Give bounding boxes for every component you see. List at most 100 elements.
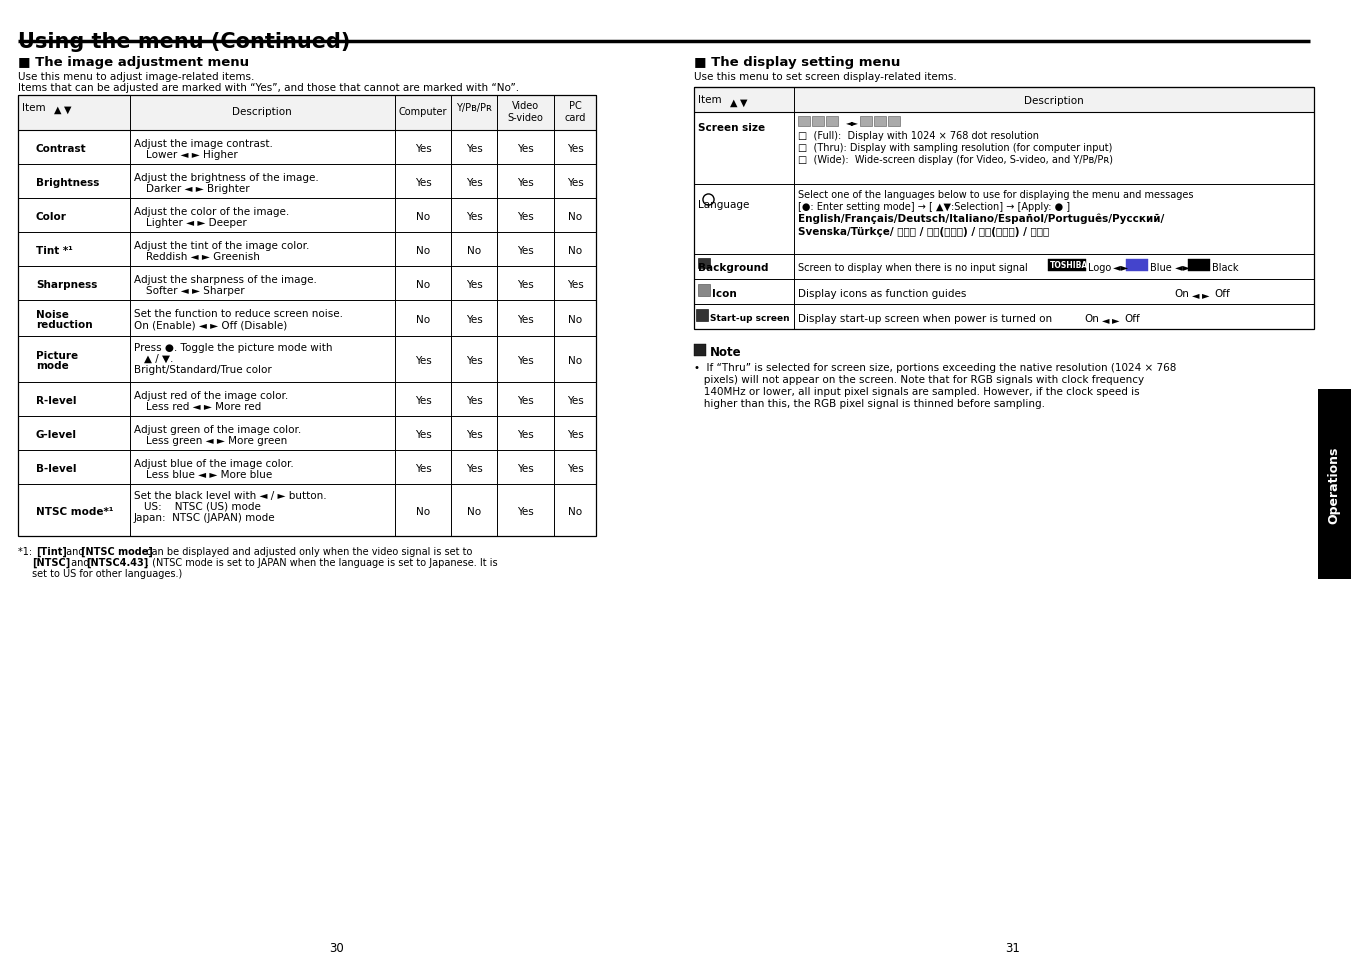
Text: Y/Pʙ/Pʀ: Y/Pʙ/Pʀ — [457, 103, 492, 112]
Bar — [1188, 260, 1210, 272]
Text: □  (Thru): Display with sampling resolution (for computer input): □ (Thru): Display with sampling resoluti… — [798, 143, 1112, 152]
Text: No: No — [567, 246, 582, 255]
Text: No: No — [567, 355, 582, 366]
Text: No: No — [567, 506, 582, 517]
Text: Yes: Yes — [566, 463, 584, 474]
Text: Description: Description — [232, 107, 292, 117]
Bar — [1048, 260, 1086, 272]
Text: Set the function to reduce screen noise.: Set the function to reduce screen noise. — [134, 309, 343, 318]
Text: [NTSC4.43]: [NTSC4.43] — [86, 558, 149, 568]
Text: Adjust green of the image color.: Adjust green of the image color. — [134, 424, 301, 435]
Text: card: card — [565, 112, 586, 123]
Text: □  (Wide):  Wide-screen display (for Video, S-video, and Y/Pʙ/Pʀ): □ (Wide): Wide-screen display (for Video… — [798, 154, 1113, 165]
Text: Yes: Yes — [466, 212, 482, 222]
Text: ■ The display setting menu: ■ The display setting menu — [694, 56, 900, 69]
Text: Yes: Yes — [466, 355, 482, 366]
Text: Yes: Yes — [516, 395, 534, 406]
Text: Logo: Logo — [1088, 263, 1112, 273]
Text: Yes: Yes — [466, 178, 482, 188]
Text: Darker ◄ ► Brighter: Darker ◄ ► Brighter — [146, 184, 250, 193]
Text: Color: Color — [36, 212, 68, 222]
Text: □  (Full):  Display with 1024 × 768 dot resolution: □ (Full): Display with 1024 × 768 dot re… — [798, 131, 1039, 141]
Text: No: No — [416, 506, 430, 517]
Text: Use this menu to set screen display-related items.: Use this menu to set screen display-rela… — [694, 71, 957, 82]
Text: Sharpness: Sharpness — [36, 280, 97, 290]
Text: ◄►: ◄► — [846, 118, 859, 127]
Text: On (Enable) ◄ ► Off (Disable): On (Enable) ◄ ► Off (Disable) — [134, 320, 288, 331]
Text: Yes: Yes — [466, 463, 482, 474]
Bar — [694, 88, 1315, 112]
Text: and: and — [63, 546, 88, 557]
Text: ►: ► — [1202, 290, 1209, 299]
Text: Yes: Yes — [466, 314, 482, 325]
Text: Adjust the brightness of the image.: Adjust the brightness of the image. — [134, 172, 319, 183]
Text: No: No — [416, 212, 430, 222]
Text: Yes: Yes — [415, 430, 431, 439]
Text: Softer ◄ ► Sharper: Softer ◄ ► Sharper — [146, 286, 245, 295]
Bar — [694, 345, 707, 356]
Text: Yes: Yes — [516, 212, 534, 222]
Bar — [696, 310, 708, 322]
Text: Adjust the tint of the image color.: Adjust the tint of the image color. — [134, 241, 309, 251]
Text: Screen to display when there is no input signal: Screen to display when there is no input… — [798, 263, 1028, 273]
Text: Items that can be adjusted are marked with “Yes”, and those that cannot are mark: Items that can be adjusted are marked wi… — [18, 83, 519, 92]
Text: B-level: B-level — [36, 463, 77, 474]
Text: Less blue ◄ ► More blue: Less blue ◄ ► More blue — [146, 470, 273, 479]
Text: TOSHIBA: TOSHIBA — [1050, 261, 1089, 270]
Text: Adjust the color of the image.: Adjust the color of the image. — [134, 207, 289, 216]
Text: Item: Item — [22, 103, 46, 112]
Text: ◄►: ◄► — [1111, 263, 1131, 273]
Text: Adjust blue of the image color.: Adjust blue of the image color. — [134, 458, 293, 469]
Bar — [18, 96, 596, 131]
Text: Yes: Yes — [566, 280, 584, 290]
Text: Video: Video — [512, 101, 539, 111]
Bar — [812, 117, 824, 127]
Text: Contrast: Contrast — [36, 144, 86, 153]
Text: [NTSC]: [NTSC] — [32, 558, 70, 568]
Text: Yes: Yes — [566, 178, 584, 188]
Text: 140MHz or lower, all input pixel signals are sampled. However, if the clock spee: 140MHz or lower, all input pixel signals… — [694, 387, 1140, 396]
Text: Select one of the languages below to use for displaying the menu and messages: Select one of the languages below to use… — [798, 190, 1193, 200]
Text: ◄: ◄ — [1102, 314, 1109, 325]
Text: Yes: Yes — [566, 144, 584, 153]
Text: ▲: ▲ — [54, 105, 62, 115]
Text: Use this menu to adjust image-related items.: Use this menu to adjust image-related it… — [18, 71, 254, 82]
Text: Yes: Yes — [566, 395, 584, 406]
Text: •  If “Thru” is selected for screen size, portions exceeding the native resoluti: • If “Thru” is selected for screen size,… — [694, 363, 1177, 373]
Text: Lower ◄ ► Higher: Lower ◄ ► Higher — [146, 150, 238, 160]
Text: [NTSC mode]: [NTSC mode] — [81, 546, 153, 557]
Text: No: No — [416, 280, 430, 290]
Text: Icon: Icon — [712, 289, 736, 298]
Text: Adjust red of the image color.: Adjust red of the image color. — [134, 391, 288, 400]
Text: US:    NTSC (US) mode: US: NTSC (US) mode — [145, 501, 261, 512]
Text: No: No — [416, 314, 430, 325]
Text: Using the menu (Continued): Using the menu (Continued) — [18, 32, 350, 52]
Bar — [798, 117, 811, 127]
Text: higher than this, the RGB pixel signal is thinned before sampling.: higher than this, the RGB pixel signal i… — [694, 398, 1046, 409]
Text: mode: mode — [36, 360, 69, 371]
Text: 30: 30 — [330, 941, 345, 953]
Text: On: On — [1084, 314, 1098, 324]
Text: Note: Note — [711, 346, 742, 358]
Text: Yes: Yes — [516, 355, 534, 366]
Text: Yes: Yes — [516, 178, 534, 188]
Text: On: On — [1174, 289, 1189, 298]
Text: Tint *¹: Tint *¹ — [36, 246, 73, 255]
Text: Yes: Yes — [516, 463, 534, 474]
Text: Computer: Computer — [399, 107, 447, 117]
Bar — [698, 285, 711, 296]
Text: Yes: Yes — [516, 430, 534, 439]
Text: Set the black level with ◄ / ► button.: Set the black level with ◄ / ► button. — [134, 491, 327, 500]
Text: Yes: Yes — [516, 280, 534, 290]
Text: Off: Off — [1215, 289, 1229, 298]
Text: Yes: Yes — [566, 430, 584, 439]
Text: ◄►: ◄► — [1173, 263, 1193, 273]
Text: Yes: Yes — [466, 395, 482, 406]
Text: Adjust the sharpness of the image.: Adjust the sharpness of the image. — [134, 274, 317, 285]
Bar — [825, 117, 838, 127]
Text: pixels) will not appear on the screen. Note that for RGB signals with clock freq: pixels) will not appear on the screen. N… — [694, 375, 1144, 385]
Text: Yes: Yes — [466, 280, 482, 290]
Text: Noise: Noise — [36, 310, 69, 319]
Text: Bright/Standard/True color: Bright/Standard/True color — [134, 365, 272, 375]
Text: S-video: S-video — [507, 112, 543, 123]
